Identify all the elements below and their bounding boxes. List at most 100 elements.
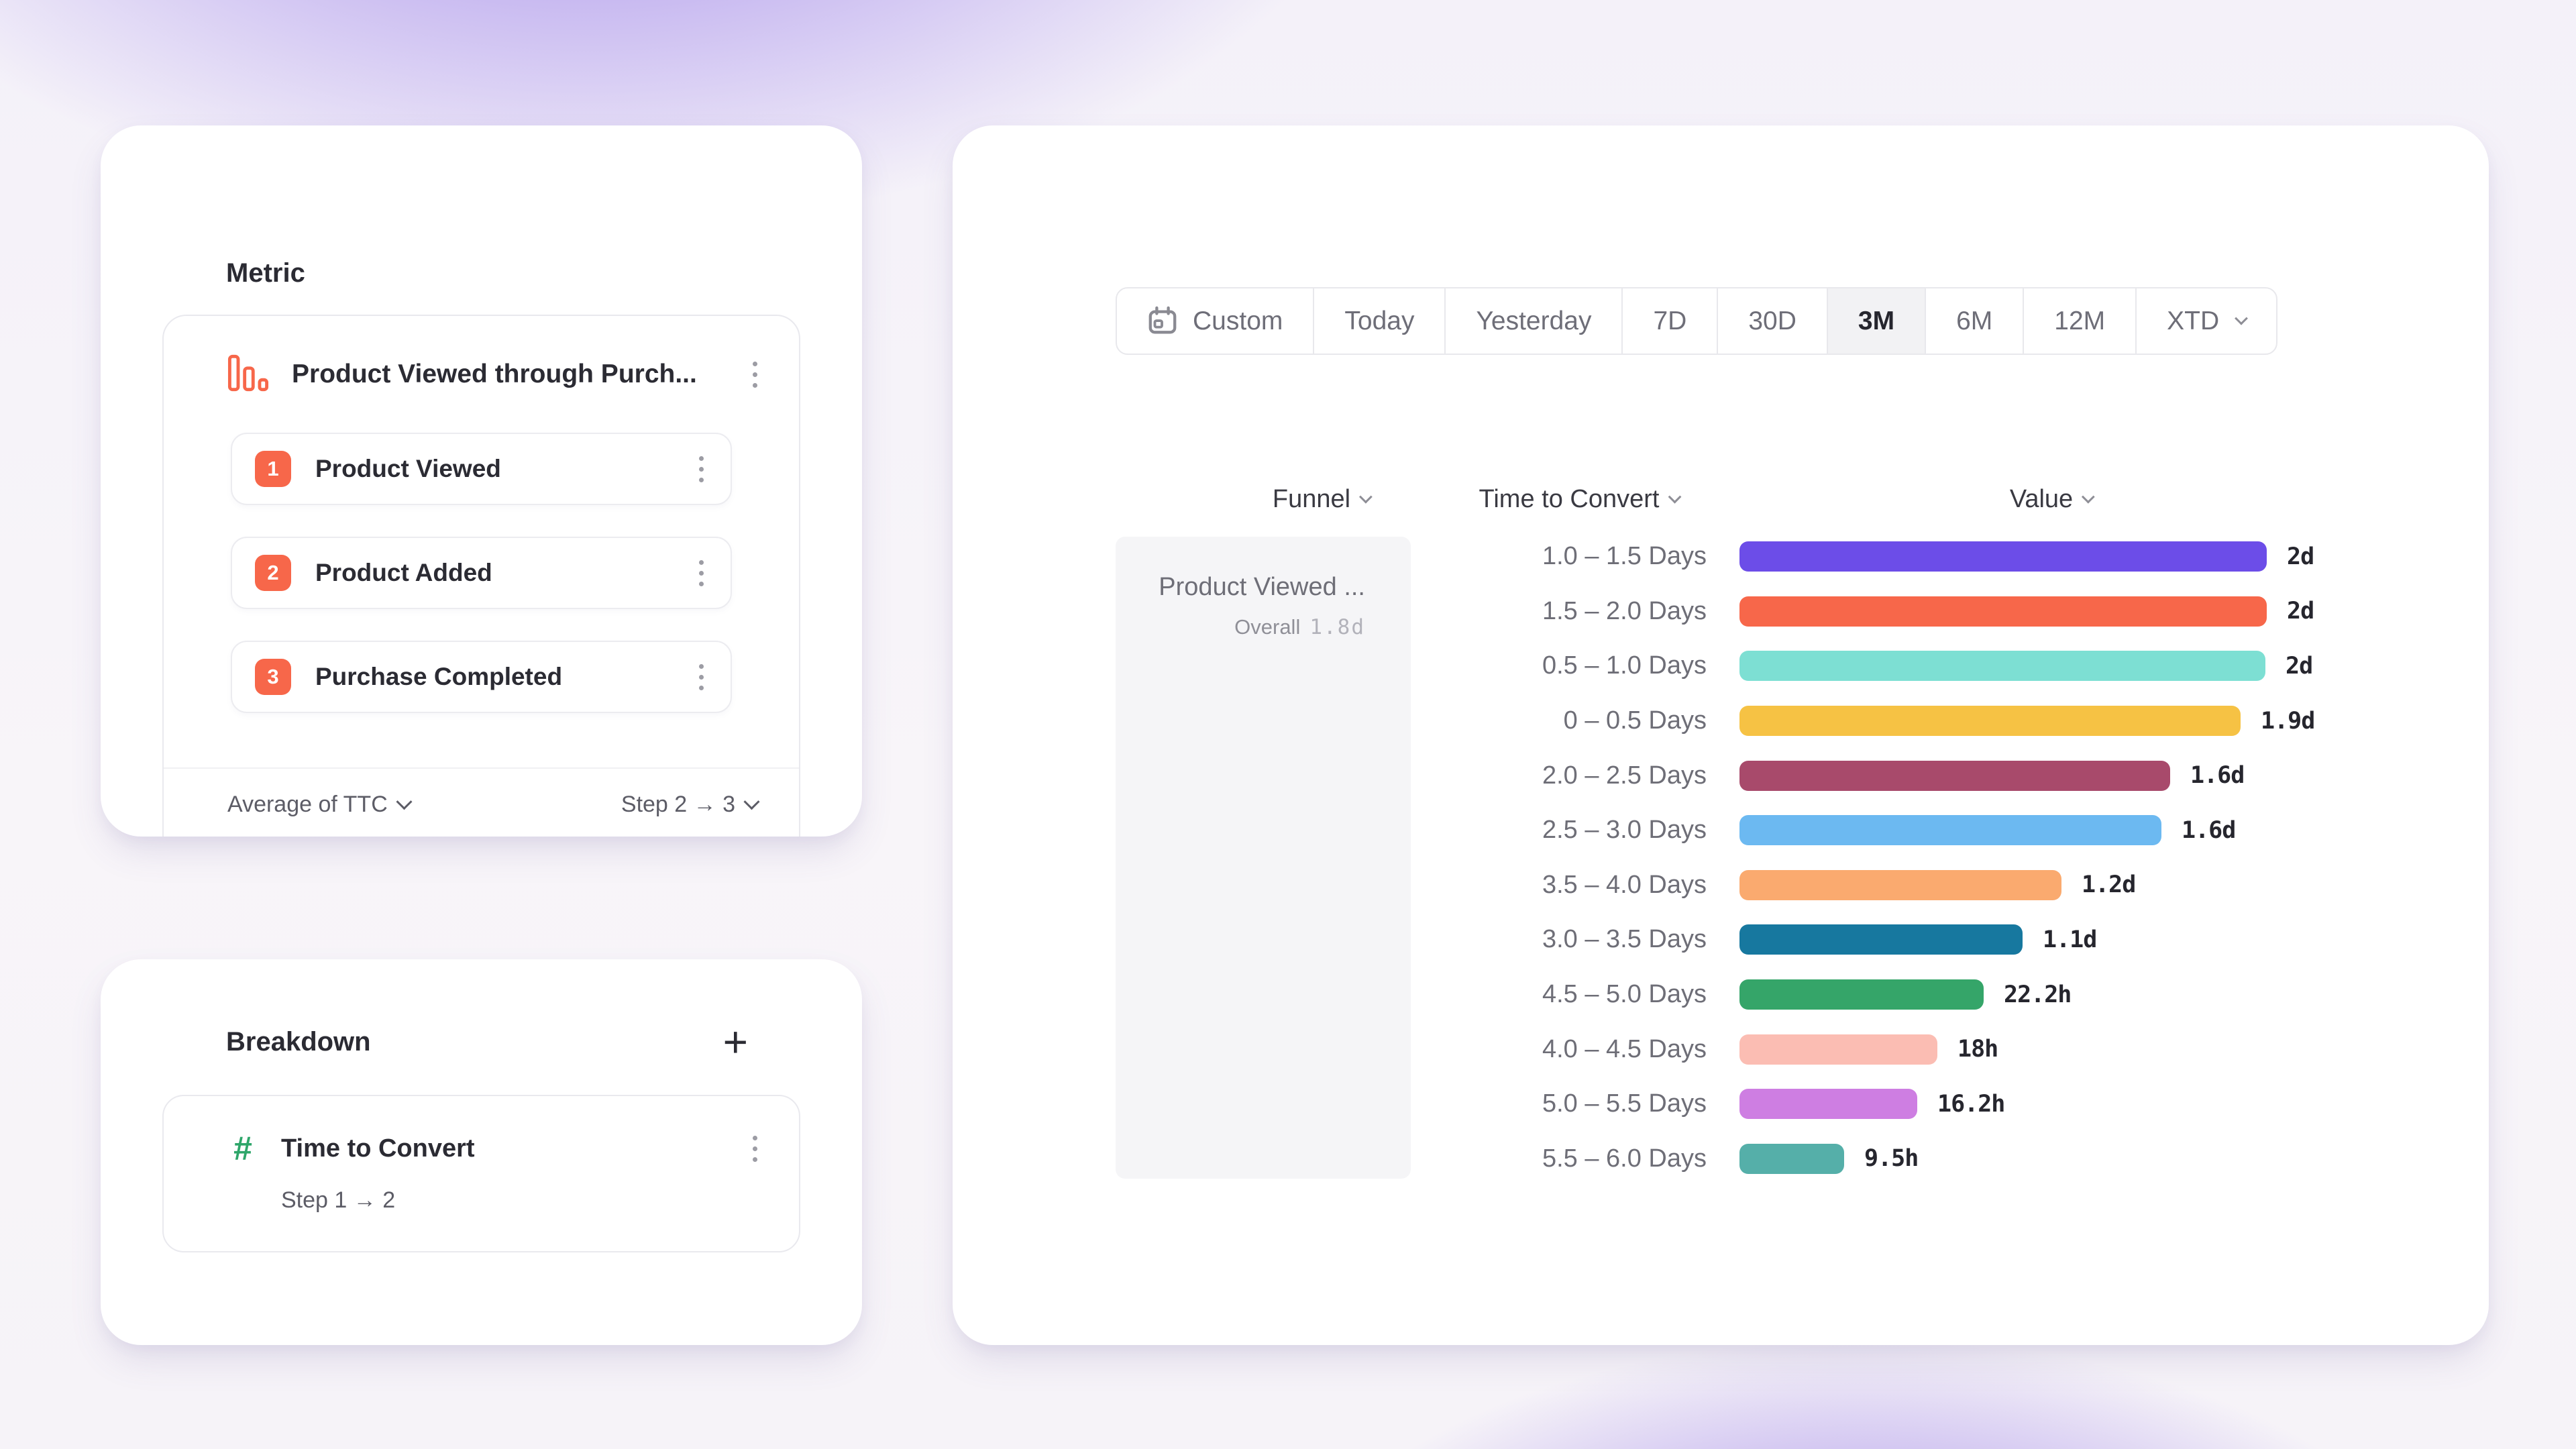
metric-query-panel: Product Viewed through Purch... 1 Product… [162,315,800,837]
breakdown-property-name: Time to Convert [281,1134,475,1163]
date-range-picker: Custom Today Yesterday 7D 30D 3M 6M 12M XTD [1116,287,2278,355]
chart-bar-value: 1.2d [2082,871,2136,899]
date-range-option-label: 7D [1653,306,1687,335]
funnel-metric-name: Product Viewed through Purch... [292,360,697,388]
date-range-option-custom[interactable]: Custom [1117,288,1315,354]
chart-bar[interactable] [1739,596,2267,627]
chart-row: 3.0 – 3.5 Days 1.1d [953,912,2489,967]
kebab-menu-icon[interactable] [695,660,708,694]
kebab-menu-icon[interactable] [749,358,761,392]
aggregation-dropdown[interactable]: Average of TTC [227,791,413,818]
add-breakdown-button[interactable]: + [722,1018,748,1066]
chart-bar[interactable] [1739,869,2061,900]
metric-card: Metric Product Viewed through Purch... 1… [101,125,862,837]
date-range-option-label: XTD [2167,306,2220,335]
chart-row: 5.0 – 5.5 Days 16.2h [953,1077,2489,1132]
date-range-option-12m[interactable]: 12M [2024,288,2137,354]
funnel-steps-list: 1 Product Viewed 2 Product Added 3 Purchase C… [164,433,799,713]
step-range-dropdown[interactable]: Step 2 → 3 [621,792,760,818]
chevron-down-icon [2235,311,2249,325]
funnel-step-row[interactable]: 2 Product Added [231,537,732,609]
chevron-down-icon [743,793,760,810]
kebab-menu-icon[interactable] [695,452,708,486]
chart-row: 4.0 – 4.5 Days 18h [953,1022,2489,1077]
breakdown-card: Breakdown + # Time to Convert Step 1 → 2 [101,959,862,1345]
breakdown-item-row: # Time to Convert [227,1127,761,1170]
breakdown-item[interactable]: # Time to Convert Step 1 → 2 [162,1095,800,1252]
chart-bar[interactable] [1739,760,2170,791]
chart-bar-value: 1.1d [2043,926,2097,953]
calendar-icon [1147,306,1178,337]
chart-bar[interactable] [1739,541,2267,572]
kebab-menu-icon[interactable] [749,1132,761,1166]
chart-row: 5.5 – 6.0 Days 9.5h [953,1132,2489,1187]
chart-row: 3.5 – 4.0 Days 1.2d [953,858,2489,913]
column-header-time-to-convert[interactable]: Time to Convert [1479,485,1682,514]
date-range-option-today[interactable]: Today [1314,288,1446,354]
breakdown-header: Breakdown + [101,959,862,1066]
funnel-group-cell[interactable]: Product Viewed ... Overall 1.8d [1116,537,1411,1179]
chart-row: 2.5 – 3.0 Days 1.6d [953,803,2489,858]
chart-row: 1.5 – 2.0 Days 2d [953,584,2489,639]
chart-bar-value: 1.9d [2261,707,2315,735]
chart-row-label: 1.5 – 2.0 Days [1542,596,1707,625]
ttc-bar-chart: 1.0 – 1.5 Days 2d 1.5 – 2.0 Days 2d 0.5 – 1.… [953,529,2489,1186]
step-number-badge: 2 [255,555,291,591]
funnel-metric-row[interactable]: Product Viewed through Purch... [164,316,799,433]
chart-bar-value: 1.6d [2190,762,2245,790]
chart-row-label: 5.0 – 5.5 Days [1542,1089,1707,1118]
chart-row-label: 2.5 – 3.0 Days [1542,816,1707,845]
chart-row: 0.5 – 1.0 Days 2d [953,639,2489,694]
chart-bar[interactable] [1739,1034,1937,1065]
aggregation-label: Average of TTC [227,791,388,817]
number-property-icon: # [233,1130,252,1167]
chart-bar[interactable] [1739,651,2265,682]
breakdown-section-title: Breakdown [226,1027,371,1057]
chart-bar-value: 9.5h [1864,1145,1919,1173]
date-range-option-7d[interactable]: 7D [1623,288,1719,354]
column-header-value[interactable]: Value [2010,485,2096,514]
chart-bar[interactable] [1739,979,1984,1010]
date-range-option-label: 12M [2054,306,2106,335]
date-range-option-3m[interactable]: 3M [1827,288,1927,354]
step-event-label: Purchase Completed [315,663,563,690]
chart-bar-value: 2d [2287,598,2314,625]
chevron-down-icon [396,793,413,810]
chart-row-label: 3.0 – 3.5 Days [1542,925,1707,954]
funnel-group-name: Product Viewed ... [1159,573,1365,601]
chart-bar[interactable] [1739,1143,1844,1174]
chart-bar-value: 2d [2286,652,2313,680]
column-header-funnel[interactable]: Funnel [1273,485,1373,514]
funnel-step-row[interactable]: 1 Product Viewed [231,433,732,505]
date-range-option-yesterday[interactable]: Yesterday [1446,288,1623,354]
chart-row-label: 2.0 – 2.5 Days [1542,761,1707,790]
chart-row: 2.0 – 2.5 Days 1.6d [953,748,2489,803]
chart-bar[interactable] [1739,815,2161,846]
date-range-option-xtd[interactable]: XTD [2137,288,2276,354]
chart-bar[interactable] [1739,924,2023,955]
breakdown-step-range: Step 1 → 2 [281,1187,396,1213]
chart-bar-value: 16.2h [1937,1090,2005,1118]
chart-bar[interactable] [1739,706,2241,737]
report-card: Custom Today Yesterday 7D 30D 3M 6M 12M XTD Funn… [953,125,2489,1345]
chart-row: 4.5 – 5.0 Days 22.2h [953,967,2489,1022]
chart-bar[interactable] [1739,1089,1917,1120]
chevron-down-icon [1359,490,1373,504]
chart-row-label: 1.0 – 1.5 Days [1542,542,1707,571]
date-range-option-label: Today [1344,306,1415,335]
step-event-label: Product Viewed [315,455,501,482]
chevron-down-icon [2082,490,2096,504]
chart-row: 1.0 – 1.5 Days 2d [953,529,2489,584]
date-range-option-label: Custom [1193,306,1283,335]
funnel-bars-icon [227,354,269,396]
metric-section-title: Metric [226,258,305,288]
chart-row-label: 3.5 – 4.0 Days [1542,870,1707,899]
kebab-menu-icon[interactable] [695,556,708,590]
date-range-option-6m[interactable]: 6M [1926,288,2025,354]
chart-row-label: 4.0 – 4.5 Days [1542,1034,1707,1063]
funnel-step-row[interactable]: 3 Purchase Completed [231,641,732,713]
date-range-option-label: 30D [1748,306,1796,335]
chart-row-label: 5.5 – 6.0 Days [1542,1144,1707,1173]
date-range-option-30d[interactable]: 30D [1718,288,1828,354]
